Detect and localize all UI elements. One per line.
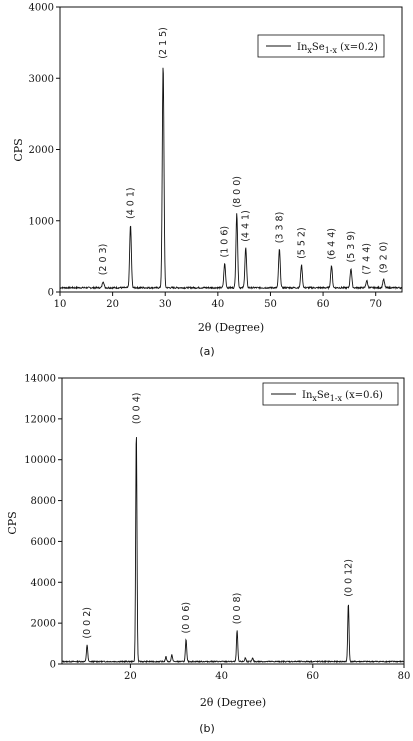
y-tick-label: 0 (50, 660, 56, 671)
x-tick-label: 70 (369, 299, 382, 310)
peak-labels: (2 0 3) (4 0 1) (2 1 5) (1 0 6) (8 0 0) (4 4 … (98, 27, 390, 275)
legend-box (257, 34, 385, 58)
chart-a: 0 1000 2000 3000 4000 10 20 30 40 50 60 70 (2 0 3)… (12, 3, 403, 358)
legend-box (262, 382, 399, 406)
peak-label: (5 5 2) (297, 227, 308, 259)
x-tick-label: 50 (264, 299, 277, 310)
x-tick-label: 10 (54, 299, 67, 310)
y-tick-label: 4000 (29, 3, 54, 14)
y-tick-label: 3000 (29, 74, 54, 85)
peak-label: (0 0 6) (181, 602, 192, 634)
peak-label: (6 4 4) (327, 228, 338, 260)
y-tick-label: 0 (48, 288, 54, 299)
y-tick-label: 2000 (31, 619, 56, 630)
peak-label: (2 1 5) (158, 27, 169, 59)
x-ticks: 10 20 30 40 50 60 70 (54, 292, 382, 310)
legend: InxSe1-x (x=0.2) (257, 34, 385, 58)
y-axis-label: CPS (12, 138, 25, 161)
plot-area: 0 1000 2000 3000 4000 10 20 30 40 50 60 70 (2 0 3)… (29, 3, 403, 310)
legend-entry: InxSe1-x (x=0.2) (297, 42, 378, 55)
peak-label: (0 0 2) (82, 607, 93, 639)
x-tick-label: 20 (124, 671, 137, 682)
y-ticks: 0 2000 4000 6000 8000 10000 12000 14000 (24, 374, 62, 671)
y-tick-label: 14000 (24, 374, 56, 385)
panel-label: (b) (199, 722, 215, 735)
y-tick-label: 8000 (31, 496, 56, 507)
legend-entry: InxSe1-x (x=0.6) (302, 390, 383, 403)
peak-label: (0 0 12) (343, 559, 354, 597)
x-tick-label: 40 (215, 671, 228, 682)
peak-label: (5 3 9) (346, 231, 357, 263)
y-tick-label: 4000 (31, 578, 56, 589)
series-line (59, 67, 403, 291)
x-tick-label: 40 (211, 299, 224, 310)
peak-labels: (0 0 2) (0 0 4) (0 0 6) (0 0 8) (0 0 12) (82, 393, 354, 639)
x-tick-label: 20 (106, 299, 119, 310)
x-tick-label: 60 (317, 299, 330, 310)
peak-label: (2 0 3) (98, 244, 109, 276)
y-axis-label: CPS (6, 511, 19, 534)
x-tick-label: 30 (159, 299, 172, 310)
chart-b: 0 2000 4000 6000 8000 10000 12000 14000 20 40 60 8… (6, 374, 410, 736)
plot-area: 0 2000 4000 6000 8000 10000 12000 14000 20 40 60 8… (24, 374, 410, 683)
y-tick-label: 1000 (29, 216, 54, 227)
peak-label: (3 3 8) (274, 212, 285, 244)
y-ticks: 0 1000 2000 3000 4000 (29, 3, 60, 299)
x-axis-label: 2θ (Degree) (198, 321, 264, 334)
y-tick-label: 2000 (29, 145, 54, 156)
x-ticks: 20 40 60 80 (124, 664, 410, 682)
y-tick-label: 6000 (31, 537, 56, 548)
x-tick-label: 60 (306, 671, 319, 682)
x-axis-label: 2θ (Degree) (200, 696, 266, 709)
panel-label: (a) (199, 345, 214, 358)
peak-label: (8 0 0) (232, 176, 243, 208)
peak-label: (0 0 4) (131, 393, 142, 425)
peak-label: (9 2 0) (379, 242, 390, 274)
y-tick-label: 10000 (24, 455, 56, 466)
x-tick-label: 80 (398, 671, 411, 682)
peak-label: (7 4 4) (362, 243, 373, 275)
peak-label: (0 0 8) (232, 593, 243, 625)
peak-label: (4 0 1) (126, 187, 137, 219)
peak-label: (1 0 6) (220, 226, 231, 258)
plot-frame (61, 377, 405, 665)
peak-label: (4 4 1) (241, 210, 252, 242)
legend: InxSe1-x (x=0.6) (262, 382, 399, 406)
series-line (61, 437, 405, 664)
y-tick-label: 12000 (24, 414, 56, 425)
